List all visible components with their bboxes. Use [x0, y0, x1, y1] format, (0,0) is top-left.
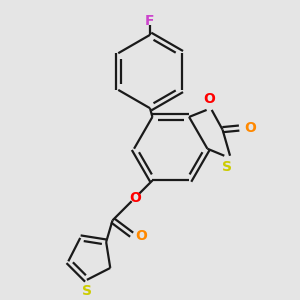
Text: O: O — [136, 229, 147, 243]
Text: S: S — [82, 284, 92, 298]
Text: O: O — [129, 191, 141, 205]
Text: S: S — [223, 160, 232, 174]
Text: F: F — [145, 14, 155, 28]
Text: O: O — [244, 121, 256, 135]
Text: O: O — [203, 92, 215, 106]
